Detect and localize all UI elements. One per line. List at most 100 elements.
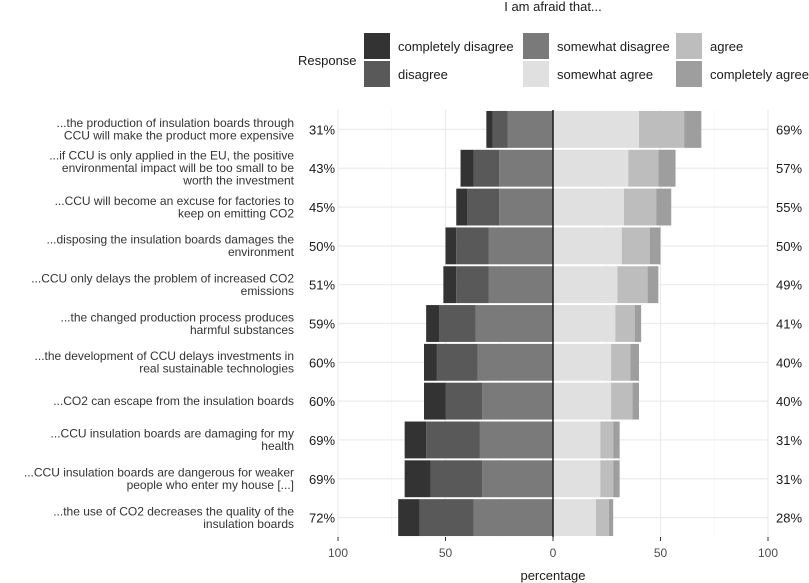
bar-somewhat-agree-6	[553, 305, 616, 342]
bar-somewhat-agree-2	[553, 149, 629, 187]
bar-somewhat-agree-7	[553, 343, 612, 381]
right-percent-label: 31%	[776, 472, 802, 487]
bar-somewhat-agree-3	[553, 188, 624, 226]
bar-disagree-5	[456, 266, 489, 304]
bar-completely-disagree-10	[404, 460, 431, 498]
bar-completely-disagree-2	[460, 149, 474, 187]
percent-labels: 31% 69% 43% 57% 45% 55% 50% 50% 51% 49% 59% 41% 60% 4…	[309, 122, 802, 525]
left-percent-label: 69%	[309, 433, 335, 448]
bars	[398, 110, 702, 537]
legend-label-somewhat-disagree: somewhat disagree	[557, 39, 670, 54]
bar-agree-10	[600, 460, 614, 498]
legend-title: Response	[298, 53, 357, 68]
bar-agree-1	[639, 110, 685, 148]
bar-completely-agree-9	[613, 421, 620, 459]
bar-completely-disagree-5	[443, 266, 457, 304]
left-percent-label: 59%	[309, 317, 335, 332]
x-tick-label: 50	[654, 546, 668, 560]
bar-somewhat-disagree-9	[479, 421, 553, 459]
left-percent-label: 45%	[309, 200, 335, 215]
right-percent-label: 49%	[776, 278, 802, 293]
bar-somewhat-disagree-7	[477, 343, 553, 381]
bar-agree-6	[615, 305, 635, 342]
bar-somewhat-disagree-8	[482, 382, 553, 420]
legend: completely disagree somewhat disagree agre…	[364, 33, 809, 87]
category-label: ...CCU insulation boards are dangerous f…	[24, 466, 294, 493]
x-tick-label: 100	[328, 546, 348, 560]
bar-completely-disagree-11	[398, 499, 420, 537]
right-percent-label: 69%	[776, 122, 802, 137]
right-percent-label: 57%	[776, 161, 802, 176]
bar-agree-3	[623, 188, 657, 226]
bar-somewhat-agree-11	[553, 499, 596, 537]
left-percent-label: 69%	[309, 472, 335, 487]
legend-label-disagree: disagree	[398, 67, 448, 82]
bar-somewhat-agree-10	[553, 460, 601, 498]
bar-agree-7	[611, 343, 631, 381]
category-label: ...CCU will become an excuse for factori…	[55, 194, 295, 221]
chart-title: I am afraid that...	[504, 0, 602, 14]
left-percent-label: 43%	[309, 161, 335, 176]
bar-completely-disagree-6	[426, 305, 440, 342]
bar-disagree-2	[473, 149, 500, 187]
bar-completely-agree-8	[632, 382, 639, 420]
x-tick-label: 100	[758, 546, 778, 560]
bar-completely-agree-2	[658, 149, 676, 187]
bar-disagree-3	[467, 188, 500, 226]
legend-swatch-somewhat-disagree	[523, 33, 549, 59]
right-percent-label: 40%	[776, 355, 802, 370]
bar-agree-9	[600, 421, 614, 459]
category-label: ...the changed production process produc…	[61, 310, 294, 337]
bar-somewhat-disagree-10	[482, 460, 553, 498]
bar-completely-agree-1	[684, 110, 702, 148]
left-percent-label: 50%	[309, 239, 335, 254]
bar-somewhat-disagree-2	[499, 149, 553, 187]
bar-somewhat-disagree-11	[473, 499, 553, 537]
bar-completely-disagree-7	[424, 343, 437, 381]
left-percent-label: 51%	[309, 278, 335, 293]
right-percent-label: 50%	[776, 239, 802, 254]
category-label: ...CCU only delays the problem of increa…	[31, 271, 294, 298]
category-label: ...disposing the insulation boards damag…	[47, 233, 295, 260]
bar-disagree-9	[426, 421, 480, 459]
bar-somewhat-agree-5	[553, 266, 618, 304]
right-percent-label: 41%	[776, 317, 802, 332]
bar-completely-disagree-3	[456, 188, 467, 226]
bar-completely-agree-11	[608, 499, 614, 537]
bar-disagree-4	[456, 227, 489, 265]
right-percent-label: 28%	[776, 511, 802, 526]
category-label: ...CO2 can escape from the insulation bo…	[53, 394, 294, 408]
x-axis-label: percentage	[520, 568, 585, 583]
legend-label-agree: agree	[710, 39, 743, 54]
bar-disagree-8	[445, 382, 483, 420]
category-label: ...the development of CCU delays investm…	[35, 349, 294, 376]
bar-somewhat-disagree-4	[488, 227, 553, 265]
category-label: ...the production of insulation boards t…	[57, 116, 295, 143]
category-label: ...the use of CO2 decreases the quality …	[53, 504, 294, 531]
bar-completely-disagree-8	[424, 382, 446, 420]
bar-disagree-1	[492, 110, 508, 148]
legend-label-somewhat-agree: somewhat agree	[557, 67, 653, 82]
category-label: ...if CCU is only applied in the EU, the…	[49, 149, 294, 188]
bar-disagree-10	[430, 460, 483, 498]
bar-somewhat-agree-1	[553, 110, 639, 148]
bar-agree-2	[628, 149, 659, 187]
bar-somewhat-disagree-6	[475, 305, 553, 342]
bar-completely-disagree-4	[445, 227, 457, 265]
bar-completely-agree-6	[634, 305, 642, 342]
left-percent-label: 60%	[309, 394, 335, 409]
bar-somewhat-agree-8	[553, 382, 612, 420]
bar-somewhat-disagree-1	[507, 110, 553, 148]
bar-somewhat-disagree-5	[488, 266, 553, 304]
right-percent-label: 40%	[776, 394, 802, 409]
x-tick-label: 0	[550, 546, 557, 560]
right-percent-label: 55%	[776, 200, 802, 215]
left-percent-label: 31%	[309, 122, 335, 137]
bar-agree-4	[621, 227, 650, 265]
bar-agree-8	[611, 382, 633, 420]
x-axis-ticks: 100 50 0 50 100	[328, 537, 778, 560]
bar-completely-agree-4	[649, 227, 661, 265]
legend-swatch-disagree	[364, 61, 390, 87]
bar-disagree-6	[439, 305, 476, 342]
